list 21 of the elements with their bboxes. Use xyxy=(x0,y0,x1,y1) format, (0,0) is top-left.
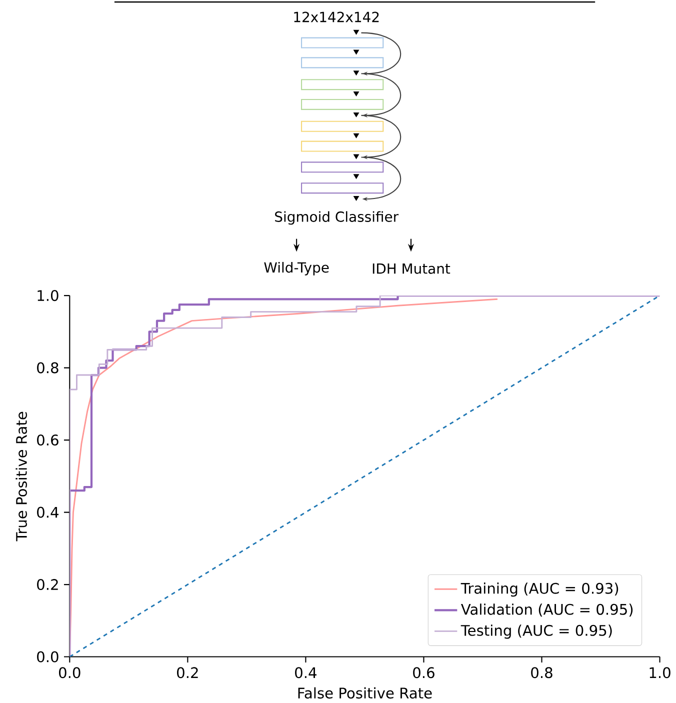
text: Sigmoid Classifier xyxy=(275,211,399,225)
legend-label: Testing (AUC = 0.95) xyxy=(460,624,612,639)
x-tick-label: 0.4 xyxy=(295,667,317,678)
x-tick-label: 0.0 xyxy=(59,667,80,678)
y-tick-label: 0.0 xyxy=(37,651,58,662)
y-axis-title: True Positive Rate xyxy=(16,412,28,542)
y-tick-label: 0.4 xyxy=(37,506,59,518)
y-tick-label: 0.2 xyxy=(37,579,58,590)
x-axis-title: False Positive Rate xyxy=(298,687,432,699)
legend-label: Training (AUC = 0.93) xyxy=(460,582,618,597)
text: 12x142x142 xyxy=(294,12,379,22)
y-tick-label: 1.0 xyxy=(38,290,58,302)
y-tick-label: 0.8 xyxy=(37,362,58,374)
text: IDH Mutant xyxy=(373,264,450,274)
x-tick-label: 0.6 xyxy=(413,667,435,678)
y-tick-label: 0.6 xyxy=(37,434,58,446)
legend-label: Validation (AUC = 0.95) xyxy=(461,604,633,617)
text: Wild-Type xyxy=(264,262,329,276)
x-tick-label: 0.2 xyxy=(177,667,198,678)
x-tick-label: 1.0 xyxy=(650,667,670,678)
x-tick-label: 0.8 xyxy=(531,667,552,678)
